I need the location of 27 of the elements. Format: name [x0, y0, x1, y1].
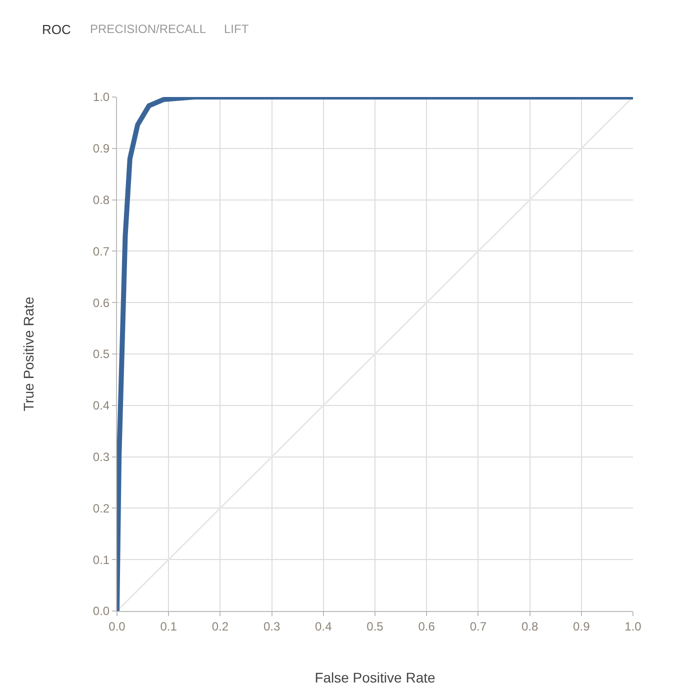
x-axis-title: False Positive Rate: [314, 670, 436, 686]
text: LIFT: [224, 22, 250, 36]
x-tick-label: 0.0: [108, 619, 126, 634]
x-tick-label: 0.6: [418, 619, 436, 634]
y-tick-label: 0.3: [92, 450, 110, 464]
x-tick-label: 0.2: [212, 619, 229, 634]
x-tick-label: 0.1: [160, 619, 178, 634]
y-tick-label: 0.0: [92, 604, 110, 618]
x-tick-label: 0.4: [315, 619, 332, 634]
chart-title: ROC: [42, 22, 71, 37]
y-tick-label: 0.2: [92, 501, 110, 516]
x-tick-label: 0.7: [470, 619, 487, 634]
y-tick-label: 1.0: [92, 90, 110, 104]
x-tick-label: 0.9: [573, 619, 590, 634]
x-tick-label: 0.5: [366, 619, 384, 634]
y-tick-label: 0.6: [92, 296, 110, 310]
x-tick-label: 0.3: [263, 619, 280, 634]
x-tick-label: 1.0: [624, 619, 642, 634]
x-tick-label: 0.8: [521, 619, 538, 634]
y-tick-label: 0.5: [92, 347, 110, 362]
y-axis-title: True Positive Rate: [20, 296, 37, 412]
text: PRECISION/RECALL: [90, 22, 206, 36]
y-tick-label: 0.9: [92, 142, 110, 156]
y-tick-label: 0.8: [92, 193, 110, 207]
y-tick-label: 0.1: [92, 552, 110, 567]
y-tick-label: 0.4: [92, 398, 110, 413]
y-tick-label: 0.7: [92, 244, 110, 258]
